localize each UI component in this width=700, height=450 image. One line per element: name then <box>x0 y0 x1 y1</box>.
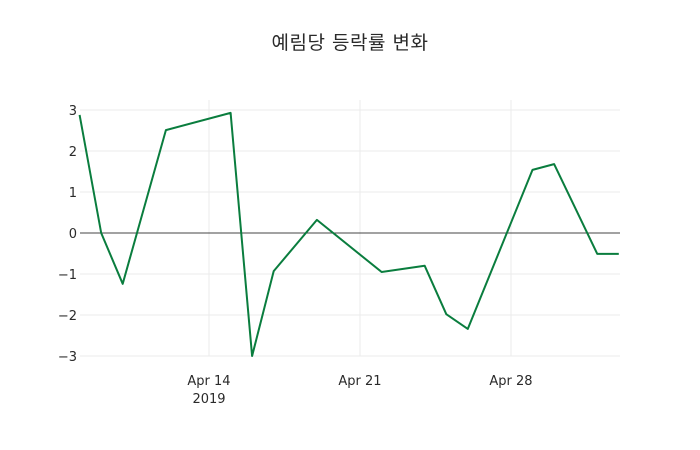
series-line <box>78 111 619 357</box>
y-tick-label: −2 <box>58 309 77 324</box>
y-tick-label: 2 <box>69 145 77 160</box>
x-tick-year-label: 2019 <box>192 392 225 407</box>
y-tick-label: 1 <box>69 186 77 201</box>
y-tick-label: 3 <box>69 104 77 119</box>
x-tick-label: Apr 21 <box>338 374 381 389</box>
y-tick-label: −3 <box>58 350 77 365</box>
x-axis-ticks: Apr 14 2019 Apr 21 Apr 28 <box>187 374 532 407</box>
y-tick-label: 0 <box>69 227 77 242</box>
x-tick-label: Apr 28 <box>489 374 532 389</box>
chart-title: 예림당 등락률 변화 <box>271 32 429 54</box>
y-axis-ticks: 3 2 1 0 −1 −2 −3 <box>58 104 77 365</box>
y-tick-label: −1 <box>58 268 77 283</box>
x-tick-label: Apr 14 <box>187 374 230 389</box>
gridlines <box>80 100 620 357</box>
